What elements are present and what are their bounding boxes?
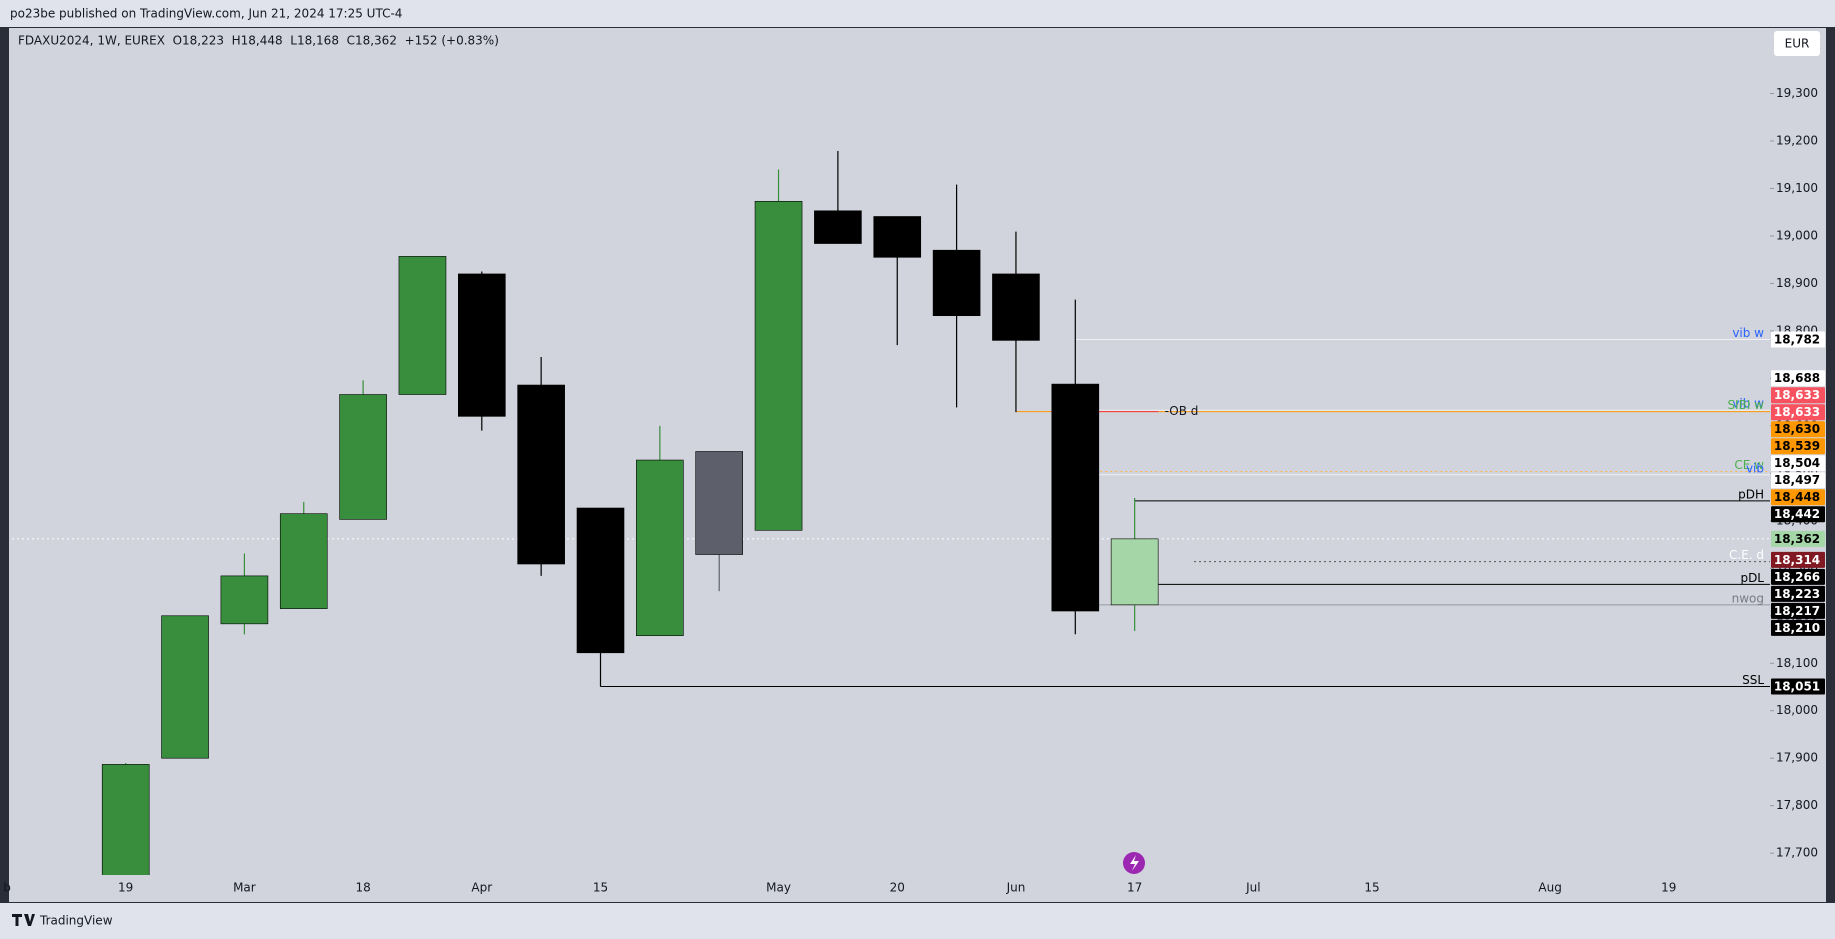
bottom-bar: [0, 903, 1835, 939]
alert-bolt: [1130, 855, 1139, 871]
price-label-box: [1771, 455, 1825, 472]
x-tick-label: 18: [355, 881, 370, 895]
candle-body: [457, 273, 506, 417]
y-tick-label: 18,000: [1776, 703, 1818, 717]
symbol-title: FDAXU2024, 1W, EUREX O18,223 H18,448 L18…: [18, 34, 499, 48]
brand: TradingView: [39, 914, 113, 928]
level-text: SIBI w: [1727, 398, 1764, 412]
x-tick-label: 19: [118, 881, 133, 895]
candle-body: [814, 210, 862, 244]
y-tick-label: 19,100: [1776, 181, 1818, 195]
y-tick-label: 17,700: [1776, 846, 1818, 860]
candle-body: [992, 273, 1040, 341]
x-tick-label: Apr: [471, 881, 492, 895]
price-label: 18,633: [1774, 388, 1820, 402]
price-label: 18,630: [1774, 422, 1820, 436]
price-label-box: [1771, 678, 1825, 695]
y-tick-label: 19,200: [1776, 133, 1818, 147]
price-label: 18,688: [1774, 371, 1820, 385]
price-label: 18,539: [1774, 439, 1820, 453]
price-label: 18,782: [1774, 332, 1820, 346]
candle-body: [220, 575, 269, 625]
level-text: SSL: [1742, 673, 1764, 687]
level-text: pDH: [1738, 487, 1764, 501]
price-label: 18,362: [1774, 532, 1820, 546]
x-tick-label: Mar: [233, 881, 256, 895]
candle-body: [1051, 383, 1100, 612]
price-label-box: [1771, 506, 1825, 523]
candle-body: [101, 764, 150, 875]
top-bar: [0, 0, 1835, 27]
candle-body: [873, 216, 922, 258]
price-label-box: [1771, 472, 1825, 489]
y-tick-label: 17,800: [1776, 798, 1818, 812]
candle-body: [279, 513, 328, 609]
x-tick-label: May: [766, 881, 791, 895]
price-label-box: [1771, 404, 1825, 421]
candle-body: [339, 394, 387, 520]
x-tick-label: 15: [1364, 881, 1379, 895]
price-label: 18,448: [1774, 490, 1820, 504]
publisher: po23be published on TradingView.com, Jun…: [10, 7, 402, 21]
price-label-box: [1771, 421, 1825, 438]
x-tick-label: Jul: [1245, 881, 1260, 895]
candle-body: [576, 507, 625, 654]
x-tick-label: b: [3, 881, 11, 895]
x-tick-label: 20: [890, 881, 905, 895]
candle-body: [636, 459, 684, 637]
price-label: 18,217: [1774, 604, 1820, 618]
price-label-box: [1771, 619, 1825, 636]
candle-body: [517, 384, 565, 565]
level-text: CE w: [1734, 458, 1764, 472]
y-tick-label: 19,000: [1776, 228, 1818, 242]
inner-label: -OB d: [1165, 404, 1199, 418]
level-text: pDL: [1740, 571, 1764, 585]
candle-body: [695, 451, 744, 555]
x-tick-label: 19: [1661, 881, 1676, 895]
level-text: vib w: [1732, 397, 1764, 411]
currency-box[interactable]: [1774, 31, 1820, 56]
candle-body: [1110, 538, 1159, 606]
price-label: 18,633: [1774, 405, 1820, 419]
level-text: vib: [1746, 461, 1764, 475]
price-label-box: [1771, 530, 1825, 547]
price-label: 18,210: [1774, 621, 1820, 635]
y-tick-label: 17,900: [1776, 751, 1818, 765]
candle-body: [398, 256, 447, 395]
x-tick-label: 15: [593, 881, 608, 895]
logo: [12, 914, 35, 926]
price-label-box: [1771, 387, 1825, 404]
y-tick-label: 19,300: [1776, 86, 1818, 100]
candle-body: [161, 615, 209, 759]
price-label: 18,266: [1774, 570, 1820, 584]
currency[interactable]: EUR: [1785, 37, 1810, 51]
x-tick-label: 17: [1127, 881, 1142, 895]
price-label-box: [1771, 331, 1825, 348]
plot: -OB d: [9, 150, 1770, 875]
price-label-box: [1771, 438, 1825, 455]
price-label: 18,504: [1774, 456, 1820, 470]
price-label-box: [1771, 551, 1825, 568]
candle-body: [754, 200, 803, 531]
price-label: 18,314: [1774, 553, 1820, 567]
price-label: 18,442: [1774, 507, 1820, 521]
price-label-box: [1771, 568, 1825, 585]
y-tick-label: 18,900: [1776, 276, 1818, 290]
x-tick-label: Aug: [1538, 881, 1561, 895]
chart-area: [9, 28, 1826, 902]
price-label: 18,497: [1774, 473, 1820, 487]
price-label-box: [1771, 602, 1825, 619]
price-label: 18,223: [1774, 587, 1820, 601]
level-text: vib w: [1732, 326, 1764, 340]
x-tick-label: Jun: [1006, 881, 1026, 895]
price-label-box: [1771, 489, 1825, 506]
price-label-box: [1771, 585, 1825, 602]
level-text: nwog: [1732, 591, 1764, 605]
level-text: C.E. d: [1729, 548, 1764, 562]
y-tick-label: 18,100: [1776, 656, 1818, 670]
price-label-box: [1771, 370, 1825, 387]
candle-body: [932, 249, 981, 317]
price-label: 18,051: [1774, 680, 1820, 694]
